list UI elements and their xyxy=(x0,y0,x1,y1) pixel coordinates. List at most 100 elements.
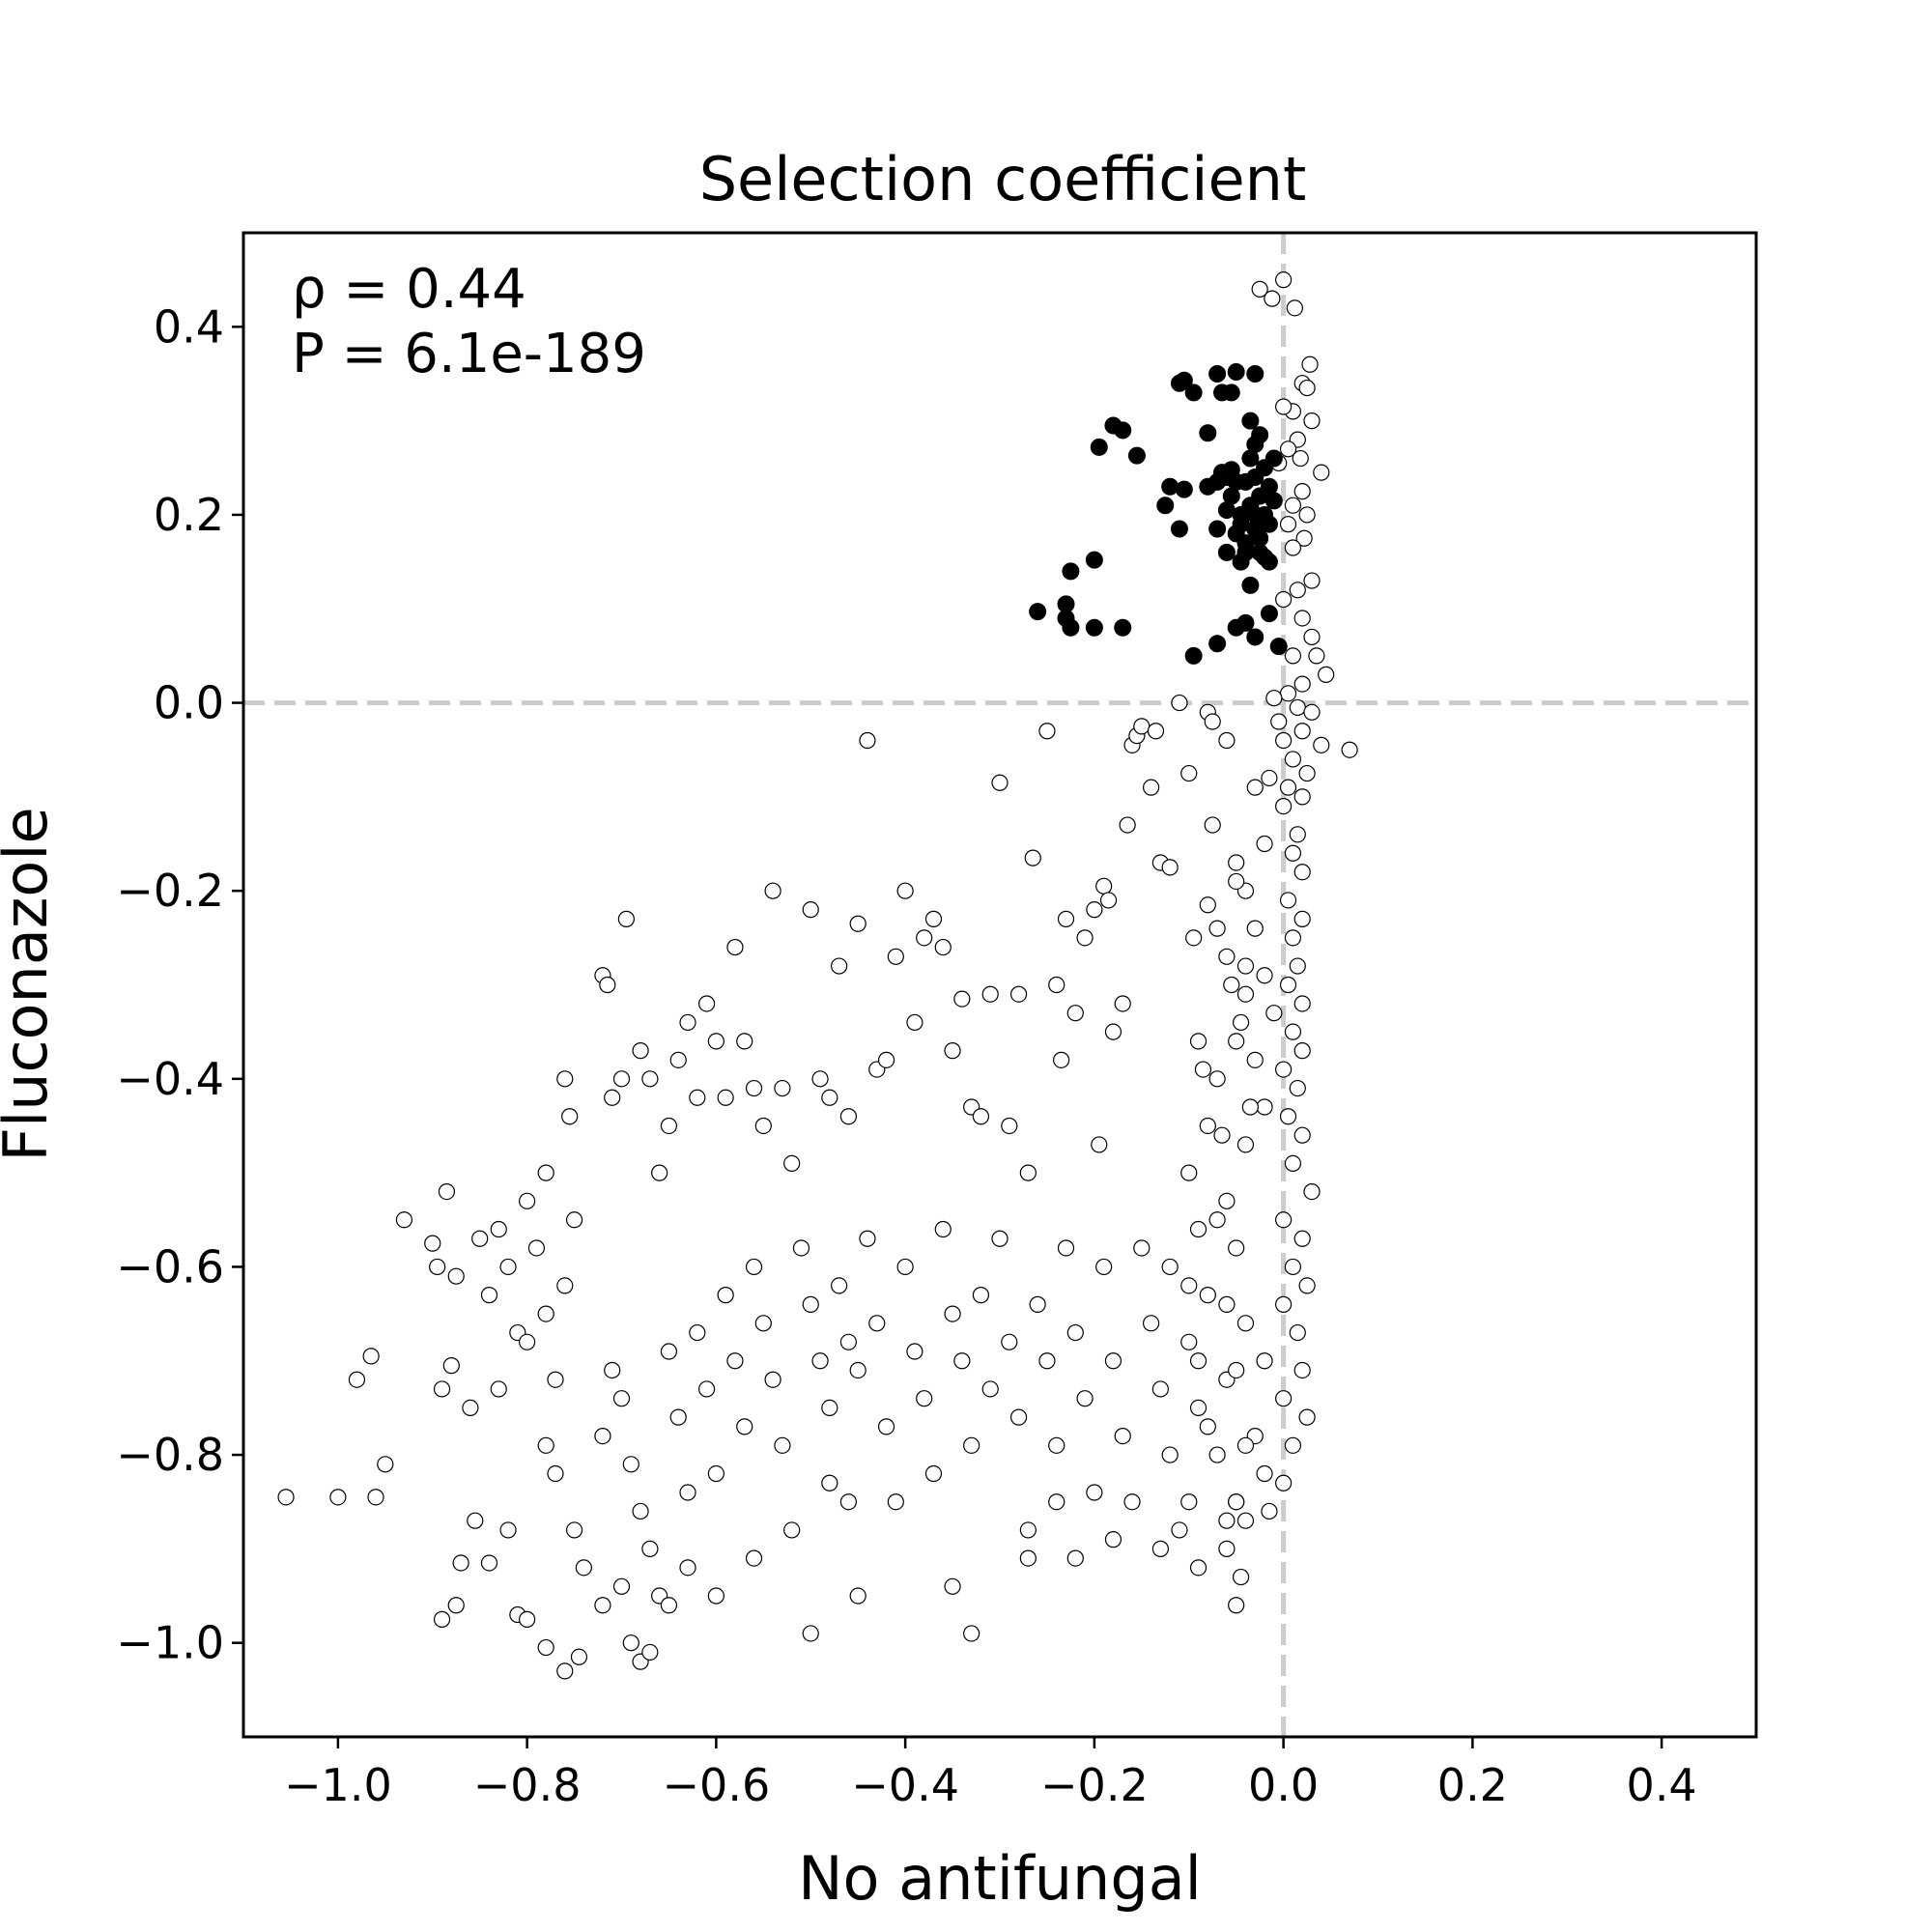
data-point xyxy=(1293,1126,1311,1144)
highlighted-data-point xyxy=(1114,618,1132,637)
data-point xyxy=(981,985,999,1003)
data-point xyxy=(519,1192,536,1209)
data-point xyxy=(547,1464,564,1483)
data-point xyxy=(1275,271,1293,289)
data-point xyxy=(1048,1493,1065,1511)
data-point xyxy=(1228,1597,1245,1614)
data-point xyxy=(1161,1258,1179,1276)
data-point xyxy=(1275,398,1293,415)
data-point xyxy=(575,1559,592,1577)
y-axis-label: Fluconazole xyxy=(0,807,61,1161)
data-point xyxy=(556,1277,574,1294)
data-point xyxy=(519,1610,536,1628)
data-point xyxy=(1204,713,1221,730)
data-point xyxy=(916,1390,933,1407)
data-point xyxy=(537,1638,554,1657)
data-point xyxy=(1236,1512,1255,1529)
reference-lines xyxy=(243,233,1756,1737)
data-point xyxy=(612,1390,631,1407)
data-point xyxy=(821,1399,838,1417)
data-point xyxy=(1228,1239,1245,1257)
data-point xyxy=(1099,892,1118,909)
data-point xyxy=(1213,1126,1231,1144)
y-tick-label: 0.4 xyxy=(154,300,224,353)
data-point xyxy=(660,1117,678,1135)
data-point xyxy=(570,1648,588,1665)
x-axis-ticks: −1.0 −0.8 −0.6 −0.4 −0.2 0.0 0.2 0.4 xyxy=(284,1737,1697,1811)
data-point xyxy=(1133,718,1151,735)
data-point xyxy=(1161,1446,1179,1463)
data-point xyxy=(1293,864,1311,881)
data-point xyxy=(697,1380,716,1398)
data-point xyxy=(821,1474,838,1492)
data-point xyxy=(839,1333,858,1350)
data-point xyxy=(1284,539,1302,556)
data-point xyxy=(1298,379,1316,397)
data-point xyxy=(1208,1446,1226,1463)
data-point xyxy=(1289,1323,1306,1342)
data-point xyxy=(1009,985,1028,1003)
data-point xyxy=(1289,698,1306,717)
data-point xyxy=(1218,948,1236,965)
data-point xyxy=(1048,1436,1065,1454)
highlighted-data-point xyxy=(1241,412,1260,430)
data-point xyxy=(1286,299,1303,317)
data-point xyxy=(617,910,635,927)
data-point xyxy=(1284,497,1302,514)
data-point xyxy=(849,1587,867,1605)
data-point xyxy=(1228,1033,1245,1050)
data-point xyxy=(1091,1136,1108,1153)
data-point xyxy=(1236,1315,1255,1332)
data-point xyxy=(1204,816,1221,834)
data-point xyxy=(660,1597,678,1614)
data-point xyxy=(1256,967,1273,984)
data-point xyxy=(679,1013,696,1032)
data-point xyxy=(1293,610,1311,627)
data-point xyxy=(1151,1380,1169,1398)
data-point xyxy=(849,1361,867,1379)
data-point xyxy=(868,1315,886,1332)
data-point xyxy=(1232,1568,1250,1586)
data-point xyxy=(679,1484,696,1501)
highlighted-data-point xyxy=(1236,543,1255,561)
data-point xyxy=(849,915,867,932)
highlighted-data-point xyxy=(1246,628,1264,646)
plot-frame xyxy=(242,231,1758,1739)
y-tick-label: −1.0 xyxy=(116,1617,224,1669)
data-point xyxy=(1180,1277,1198,1294)
data-point xyxy=(1303,412,1321,430)
data-point xyxy=(556,1070,574,1088)
highlighted-data-point xyxy=(1260,553,1278,571)
data-point xyxy=(1236,957,1255,975)
data-point xyxy=(736,1418,753,1435)
data-point xyxy=(1161,859,1179,876)
data-point xyxy=(367,1489,384,1506)
data-point xyxy=(499,1521,517,1539)
data-point xyxy=(745,1258,763,1276)
highlighted-data-point xyxy=(1208,364,1227,383)
data-point xyxy=(1208,1070,1226,1088)
highlighted-data-point xyxy=(1241,576,1260,594)
data-point xyxy=(452,1554,469,1572)
x-tick-label: −0.6 xyxy=(663,1759,771,1811)
data-point xyxy=(1180,1333,1198,1350)
data-point xyxy=(1279,779,1297,796)
data-point xyxy=(1151,1540,1169,1557)
data-point xyxy=(1284,1023,1302,1040)
data-point xyxy=(1001,1333,1018,1350)
data-point xyxy=(632,1502,649,1520)
data-point xyxy=(660,1343,678,1360)
data-point xyxy=(1024,849,1041,867)
highlighted-data-point xyxy=(1236,613,1255,632)
data-point xyxy=(1318,666,1335,683)
data-point xyxy=(745,1549,763,1567)
data-point xyxy=(831,1277,848,1294)
data-point xyxy=(669,1051,687,1068)
data-point xyxy=(641,1643,659,1662)
y-tick-label: −0.2 xyxy=(116,865,224,917)
data-point xyxy=(1298,1277,1316,1294)
data-point xyxy=(537,1436,554,1454)
data-point xyxy=(641,1070,659,1088)
data-point xyxy=(1029,1295,1046,1313)
data-point xyxy=(792,1239,810,1257)
